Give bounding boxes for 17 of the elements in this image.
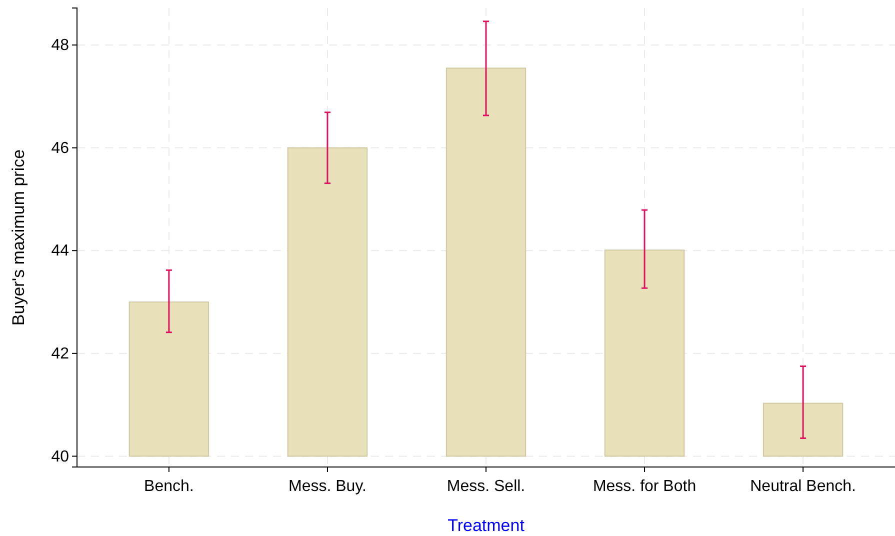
bar <box>604 250 685 457</box>
x-tick-label: Mess. Buy. <box>288 478 366 495</box>
x-tick-label: Mess. for Both <box>592 478 696 495</box>
x-tick-label: Bench. <box>144 478 194 495</box>
bar <box>446 68 526 457</box>
bar <box>128 302 210 457</box>
bar <box>762 402 844 457</box>
y-tick-label: 44 <box>51 242 70 260</box>
x-tick-label: Neutral Bench. <box>750 478 856 495</box>
y-tick-label: 46 <box>51 140 70 157</box>
bar <box>287 147 368 457</box>
y-axis-title: Buyer's maximum price <box>9 149 28 326</box>
y-tick-label: 48 <box>51 37 70 54</box>
x-tick-label: Mess. Sell. <box>446 478 526 495</box>
y-tick-label: 40 <box>51 448 70 466</box>
y-tick-label: 42 <box>51 346 70 363</box>
x-axis-title: Treatment <box>448 516 525 535</box>
